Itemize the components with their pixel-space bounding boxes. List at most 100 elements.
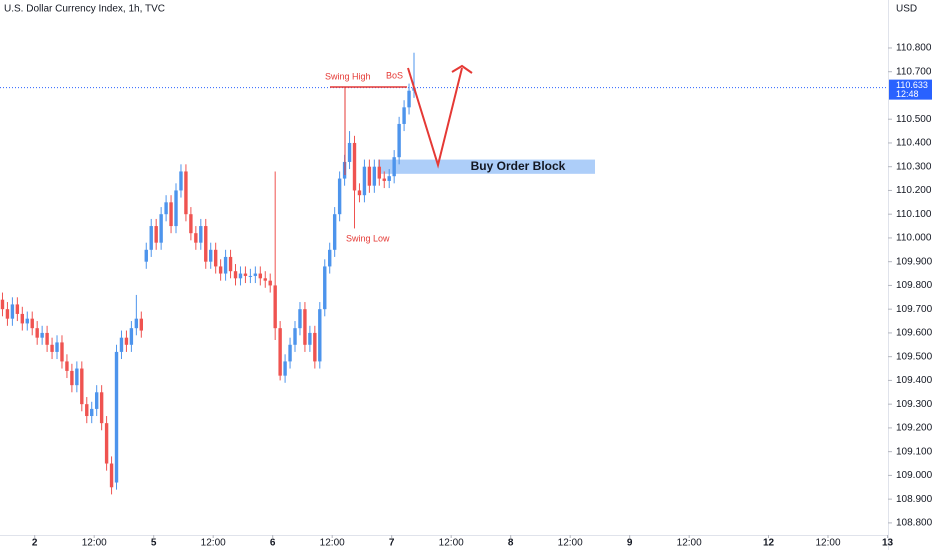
countdown-label: 12:48 <box>896 89 919 99</box>
candle-body <box>179 171 183 191</box>
y-tick-label: 110.000 <box>896 233 932 244</box>
candle-body <box>332 214 337 250</box>
candle-body <box>218 266 223 274</box>
candle-body <box>10 304 15 319</box>
candle-body <box>15 304 20 314</box>
candle-body <box>139 318 144 331</box>
candle-body <box>377 166 381 179</box>
candle-body <box>154 226 158 243</box>
x-tick-label: 6 <box>270 538 276 549</box>
candle-body <box>129 328 134 345</box>
projection-arrow <box>407 67 463 169</box>
candle-body <box>392 157 396 177</box>
candle-body <box>0 299 5 310</box>
candle-body <box>357 190 362 196</box>
y-tick-label: 108.800 <box>896 518 932 529</box>
y-tick-label: 109.000 <box>896 470 932 481</box>
candle-body <box>45 332 49 345</box>
drawings: Swing High BoS Swing Low <box>325 64 473 243</box>
candle-body <box>184 171 188 215</box>
candle-body <box>323 266 327 310</box>
candle-body <box>238 273 243 279</box>
x-tick-label: 7 <box>389 538 395 549</box>
candle-body <box>159 214 163 243</box>
candle-body <box>293 328 297 345</box>
candle-body <box>372 166 377 186</box>
x-tick-label: 13 <box>882 538 894 549</box>
candle-body <box>169 202 173 227</box>
candle-body <box>328 249 332 267</box>
candle-body <box>20 313 25 324</box>
candle-body <box>65 361 69 371</box>
candle-body <box>35 328 39 338</box>
candle-body <box>194 233 198 243</box>
order-block <box>378 159 595 174</box>
candle-body <box>248 275 253 277</box>
y-tick-label: 109.200 <box>896 423 932 434</box>
candle-body <box>263 278 267 281</box>
y-tick-label: 109.400 <box>896 375 932 386</box>
x-tick-label: 12:00 <box>558 538 583 549</box>
bos-label: BoS <box>386 70 403 80</box>
candle-body <box>352 142 357 191</box>
y-tick-label: 110.800 <box>896 43 932 54</box>
candle-body <box>258 273 263 279</box>
candle-body <box>278 328 282 376</box>
candle-body <box>243 273 248 276</box>
swing-low-label: Swing Low <box>346 233 390 243</box>
last-price-label: 110.633 <box>896 80 928 90</box>
y-tick-label: 109.100 <box>896 446 932 457</box>
candle-body <box>253 273 258 276</box>
candle-body <box>25 318 29 324</box>
plot-area: Buy Order Block <box>0 52 888 495</box>
x-tick-label: 12 <box>763 538 775 549</box>
candle-body <box>387 176 391 181</box>
candle-body <box>80 368 84 405</box>
y-tick-label: 110.200 <box>896 185 932 196</box>
candle-body <box>228 256 233 272</box>
candle-body <box>268 280 272 286</box>
chart-title: U.S. Dollar Currency Index, 1h, TVC <box>4 4 165 15</box>
candle-body <box>119 337 124 352</box>
arrow-head <box>451 64 473 74</box>
last-price-badge <box>889 79 932 100</box>
candle-body <box>209 249 213 262</box>
y-tick-label: 109.600 <box>896 328 932 339</box>
candle-body <box>144 249 148 262</box>
x-tick-label: 12:00 <box>201 538 226 549</box>
candle-body <box>347 142 352 162</box>
candle-body <box>104 423 109 464</box>
candle-body <box>55 342 59 352</box>
y-tick-label: 110.500 <box>896 114 932 125</box>
candle-body <box>114 351 119 483</box>
candle-body <box>397 123 401 158</box>
y-tick-label: 109.300 <box>896 399 932 410</box>
candle-body <box>99 392 104 424</box>
candle-body <box>298 309 302 329</box>
candle-body <box>124 337 129 345</box>
candle-body <box>308 332 312 345</box>
candle-body <box>407 90 411 108</box>
candle-body <box>204 226 208 262</box>
y-tick-label: 109.700 <box>896 304 932 315</box>
candle-body <box>189 214 193 234</box>
y-tick-label: 109.900 <box>896 256 932 267</box>
candle-body <box>313 332 317 362</box>
candle-body <box>70 370 74 386</box>
order-block-label: Buy Order Block <box>471 159 566 173</box>
candle-body <box>30 318 34 329</box>
candle-body <box>94 392 99 409</box>
candle-body <box>362 166 367 196</box>
candle-body <box>174 190 178 227</box>
candle-body <box>223 256 228 274</box>
x-tick-label: 12:00 <box>439 538 464 549</box>
candle-body <box>382 178 386 181</box>
x-tick-label: 5 <box>151 538 157 549</box>
y-tick-label: 108.900 <box>896 494 932 505</box>
candle-body <box>50 344 54 352</box>
y-tick-label: 109.500 <box>896 351 932 362</box>
candle-body <box>337 178 342 215</box>
candle-body <box>273 285 277 329</box>
